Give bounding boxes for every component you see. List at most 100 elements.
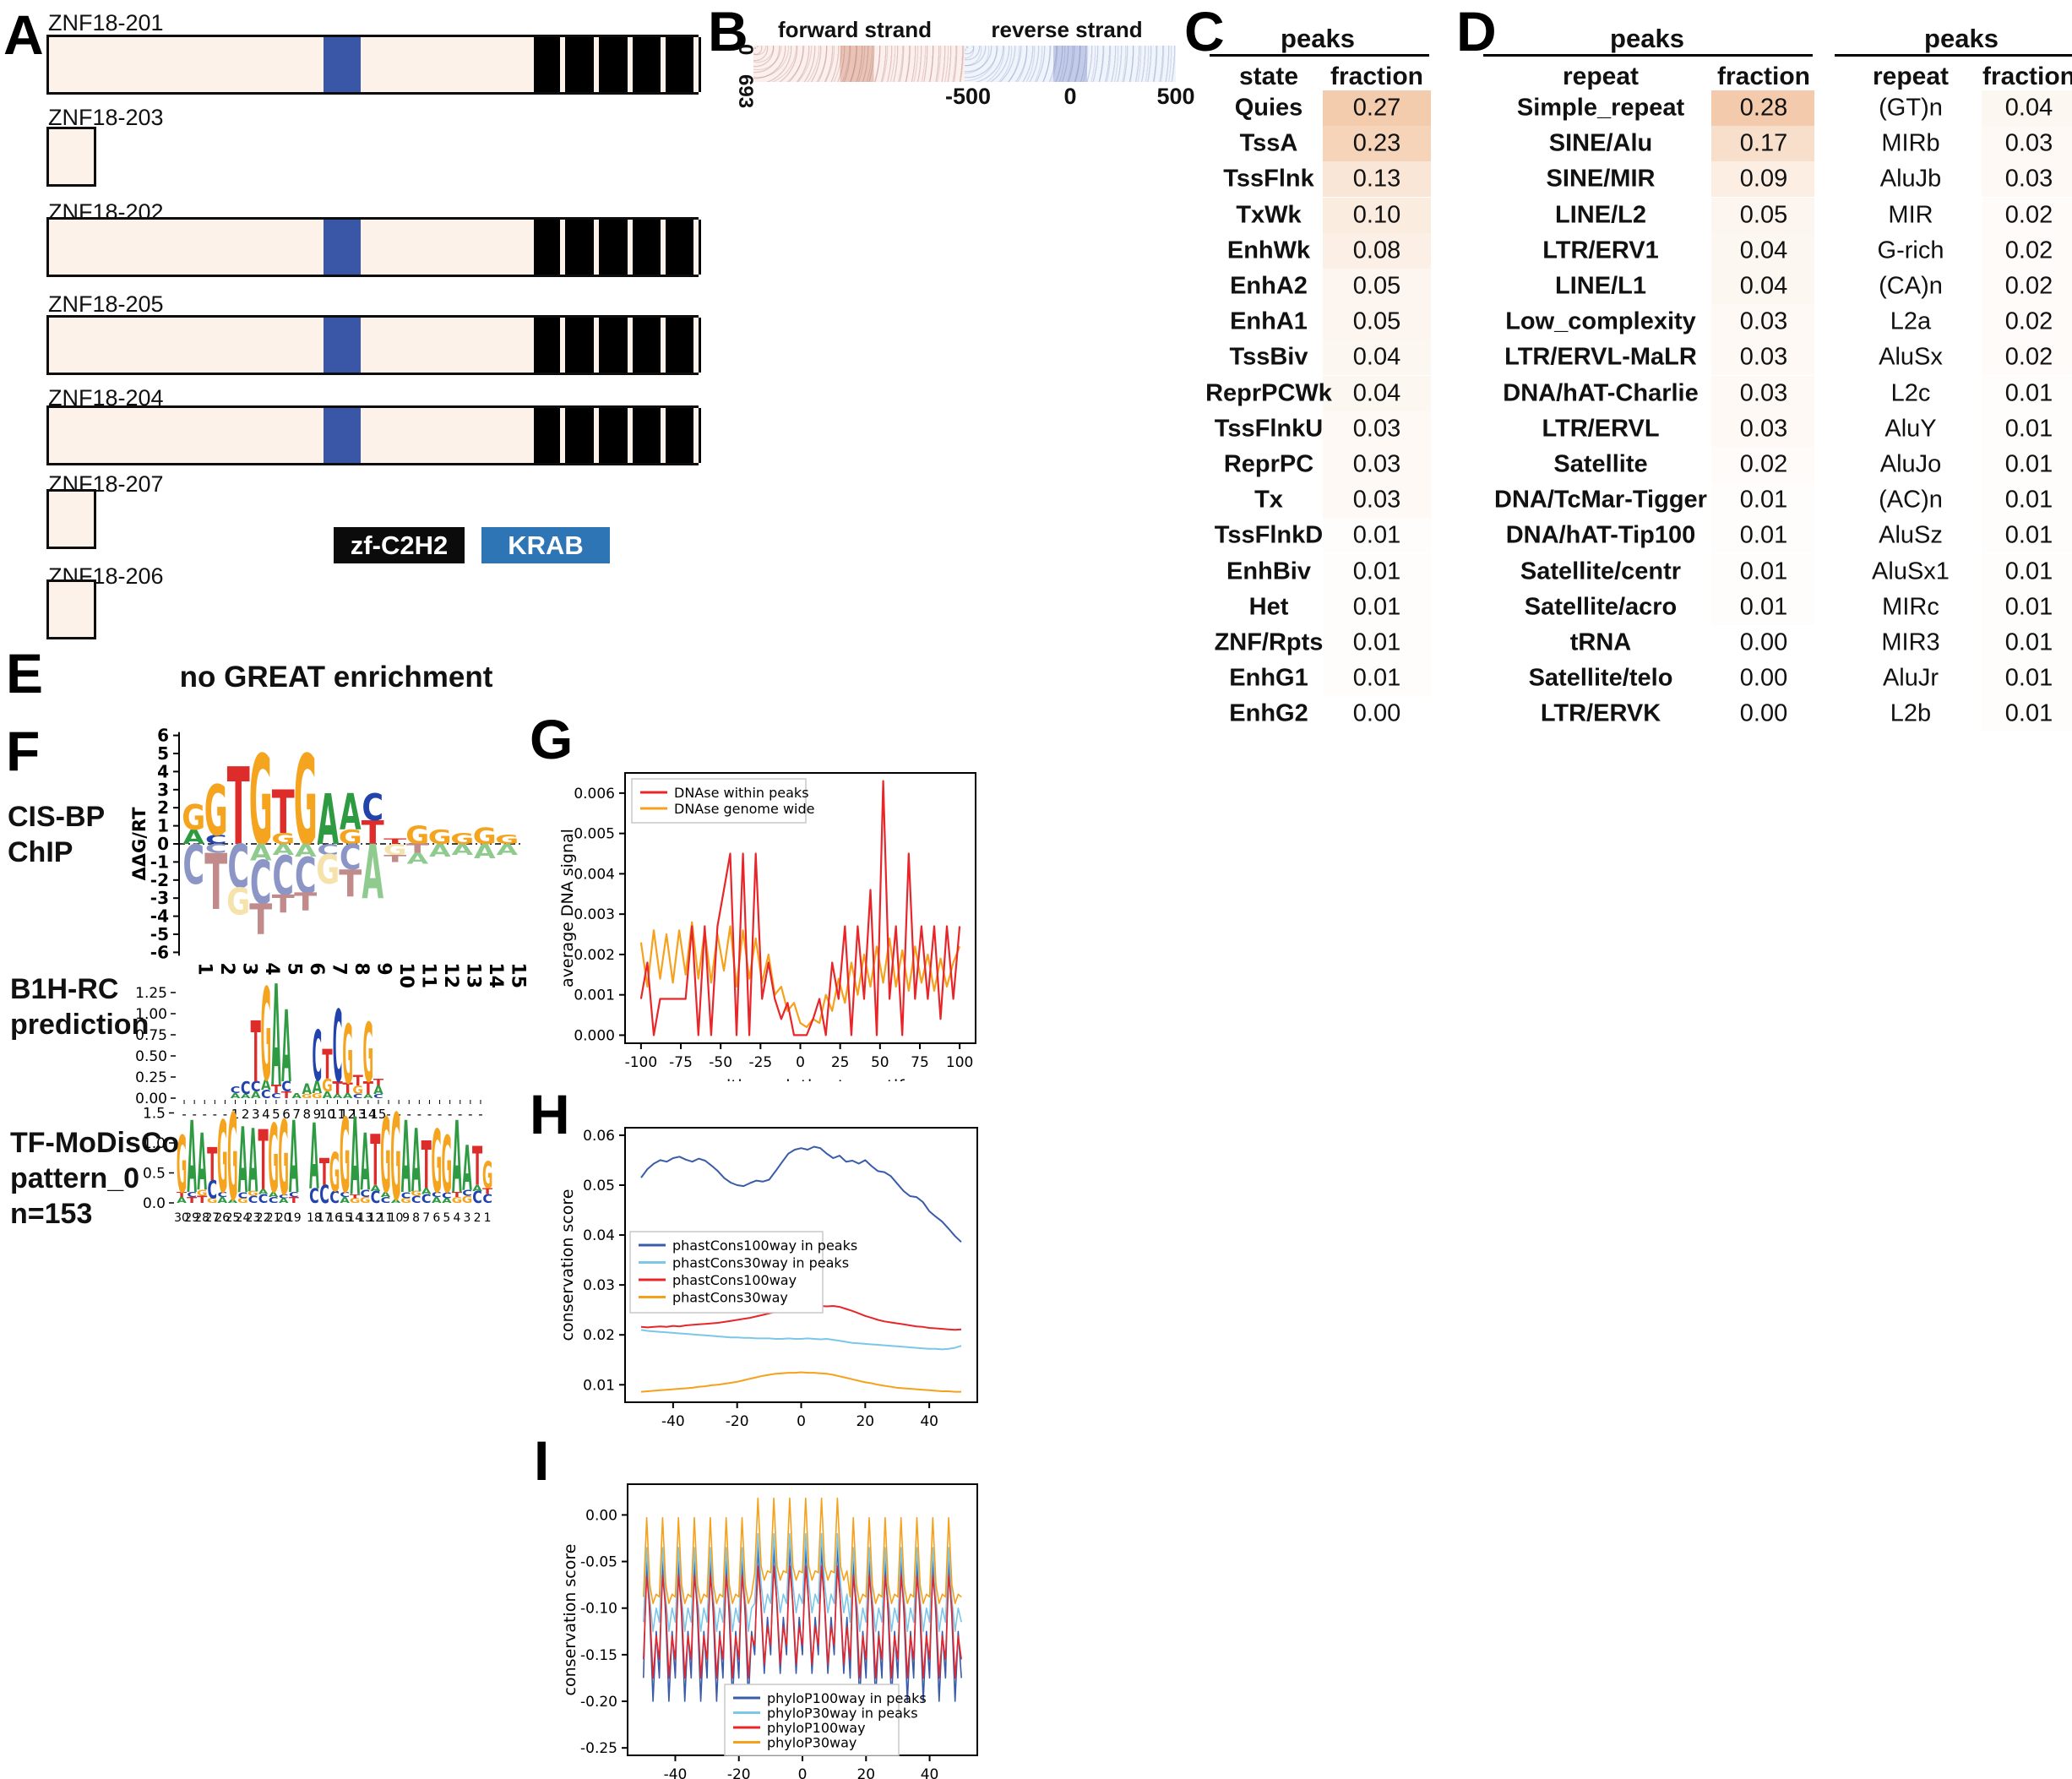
table-row-label: LTR/ERVL-MaLR [1504,343,1697,371]
logo-letter-C: C [248,1194,258,1205]
table-row-label: MIR [1888,201,1933,229]
logo-tick-label: - [417,1107,421,1122]
logo-letter-T: T [289,1196,299,1205]
logo-tick-label: -5 [150,924,169,944]
table-row-label: DNA/hAT-Charlie [1503,379,1699,407]
logo-letter-G: G [352,1084,363,1097]
logo-letter-G: G [226,881,250,923]
table-row-label: SINE/Alu [1548,129,1653,157]
table-row-fraction: 0.01 [2004,664,2053,692]
logo-letter-C: C [187,1190,197,1198]
logo-letter-C: C [333,990,343,1105]
krab-domain-block [324,37,361,92]
table-row-label: MIRb [1881,129,1940,157]
series-DNAse-within-peaks [639,780,961,1036]
logo-tick-label: 5 [443,1211,450,1225]
logo-tick-label: 14 [347,1211,362,1225]
krab-domain-block [324,408,361,463]
x-tick-label: -40 [661,1413,685,1430]
logo-letter-C: C [218,1190,228,1198]
dnase-signal-chart: 0.0000.0010.0020.0030.0040.0050.006-100-… [558,772,976,1081]
series-phyloP30way-in-peaks [643,1532,962,1633]
logo-letter-G: G [249,730,273,874]
logo-tick-label: 12 [440,962,461,988]
c-col-fraction: fraction [1330,63,1424,90]
legend-box [631,778,807,824]
logo-tick-label: 8 [302,1107,311,1122]
table-row-fraction: 0.02 [2004,272,2053,300]
logo-tick-label: 15 [337,1211,352,1225]
table-row-fraction: 0.23 [1352,129,1401,157]
phastcons-chart: 0.01 0.02 0.03 0.04 0.05 0.06 -40 -20 0 20 40 posit… [558,1127,978,1436]
fraction-highlight [1711,304,1814,340]
logo-letter-G: G [339,825,362,848]
logo-letter-C: C [309,1183,319,1207]
logo-tick-label: 4 [453,1211,460,1225]
logo-letter-T: T [472,1135,482,1197]
x-tick-label: -50 [709,1054,732,1071]
logo-letter-T: T [281,1090,292,1101]
logo-tick-label: - [386,1107,390,1122]
logo-letter-G: G [268,1105,279,1215]
table-row-fraction: 0.13 [1352,165,1401,193]
logo-letter-C: C [442,1191,452,1200]
table-row-fraction: 0.28 [1739,94,1788,122]
logo-tick-label: 9 [313,1107,322,1122]
logo-letter-C: C [261,1088,271,1102]
logo-letter-A: A [272,841,294,859]
table-row-label: Het [1248,593,1289,621]
logo-letter-A: A [343,1092,353,1101]
x-tick-label: 40 [920,1413,938,1430]
logo-letter-G: G [294,730,318,874]
table-row-label: AluJb [1879,165,1942,193]
logo-letter-T: T [406,841,430,856]
table-row-fraction: 0.01 [1739,558,1788,585]
logo-letter-A: A [401,1101,411,1216]
logo-letter-A: A [248,1112,258,1212]
logo-tick-label: 6 [282,1107,291,1122]
series-phastCons30way-in-peaks [640,1329,962,1351]
table-row-fraction: 0.03 [2004,129,2053,157]
logo-letter-G: G [360,1196,371,1205]
logo-letter-A: A [411,1112,421,1212]
d-right-header: peaks [1924,24,1999,53]
c-col-state: state [1238,63,1299,90]
legend-label: phyloP30way in peaks [767,1706,918,1722]
y-tick-label: -0.20 [580,1694,617,1711]
y-axis-title: conservation score [561,1544,579,1696]
legend-label: phastCons100way [672,1272,797,1288]
fraction-highlight [1711,411,1814,447]
b1h-label-line1: B1H-RC [10,973,119,1005]
logo-letter-A: A [451,841,473,859]
x-tick-label: -100 [625,1054,658,1071]
logo-tick-label: 13 [357,1211,373,1225]
logo-letter-G: G [405,822,429,850]
logo-tick-label: 5 [283,962,304,975]
table-row-fraction: 0.03 [1352,415,1401,443]
transcript-bar [46,405,701,465]
logo-letter-C: C [313,1016,323,1097]
logo-letter-A: A [295,841,317,861]
logo-tick-label: 12 [340,1107,356,1122]
table-row-label: AluJo [1879,450,1942,478]
logo-tick-label: 17 [317,1211,332,1225]
cisbp-label-line1: CIS-BP [8,801,106,833]
logo-letter-C: C [432,1190,442,1198]
logo-tick-label: 9 [373,962,394,975]
logo-letter-C: C [251,1079,261,1095]
fraction-highlight [1323,268,1431,305]
krab-domain-block [324,318,361,373]
logo-tick-label: 3 [157,780,169,800]
fraction-highlight [1323,126,1431,162]
table-row-fraction: 0.02 [2004,307,2053,335]
table-row-fraction: 0.04 [1352,343,1401,371]
logo-letter-A: A [302,1080,312,1097]
table-row-label: AluJr [1882,664,1939,692]
fraction-highlight [1982,340,2072,376]
table-row-fraction: 0.01 [1352,628,1401,656]
logo-tick-label: - [438,1107,442,1122]
logo-letter-C: C [362,786,383,830]
logo-letter-G: G [312,1092,323,1100]
krab-domain-block [324,220,361,275]
logo-tick-label: 27 [204,1211,220,1225]
